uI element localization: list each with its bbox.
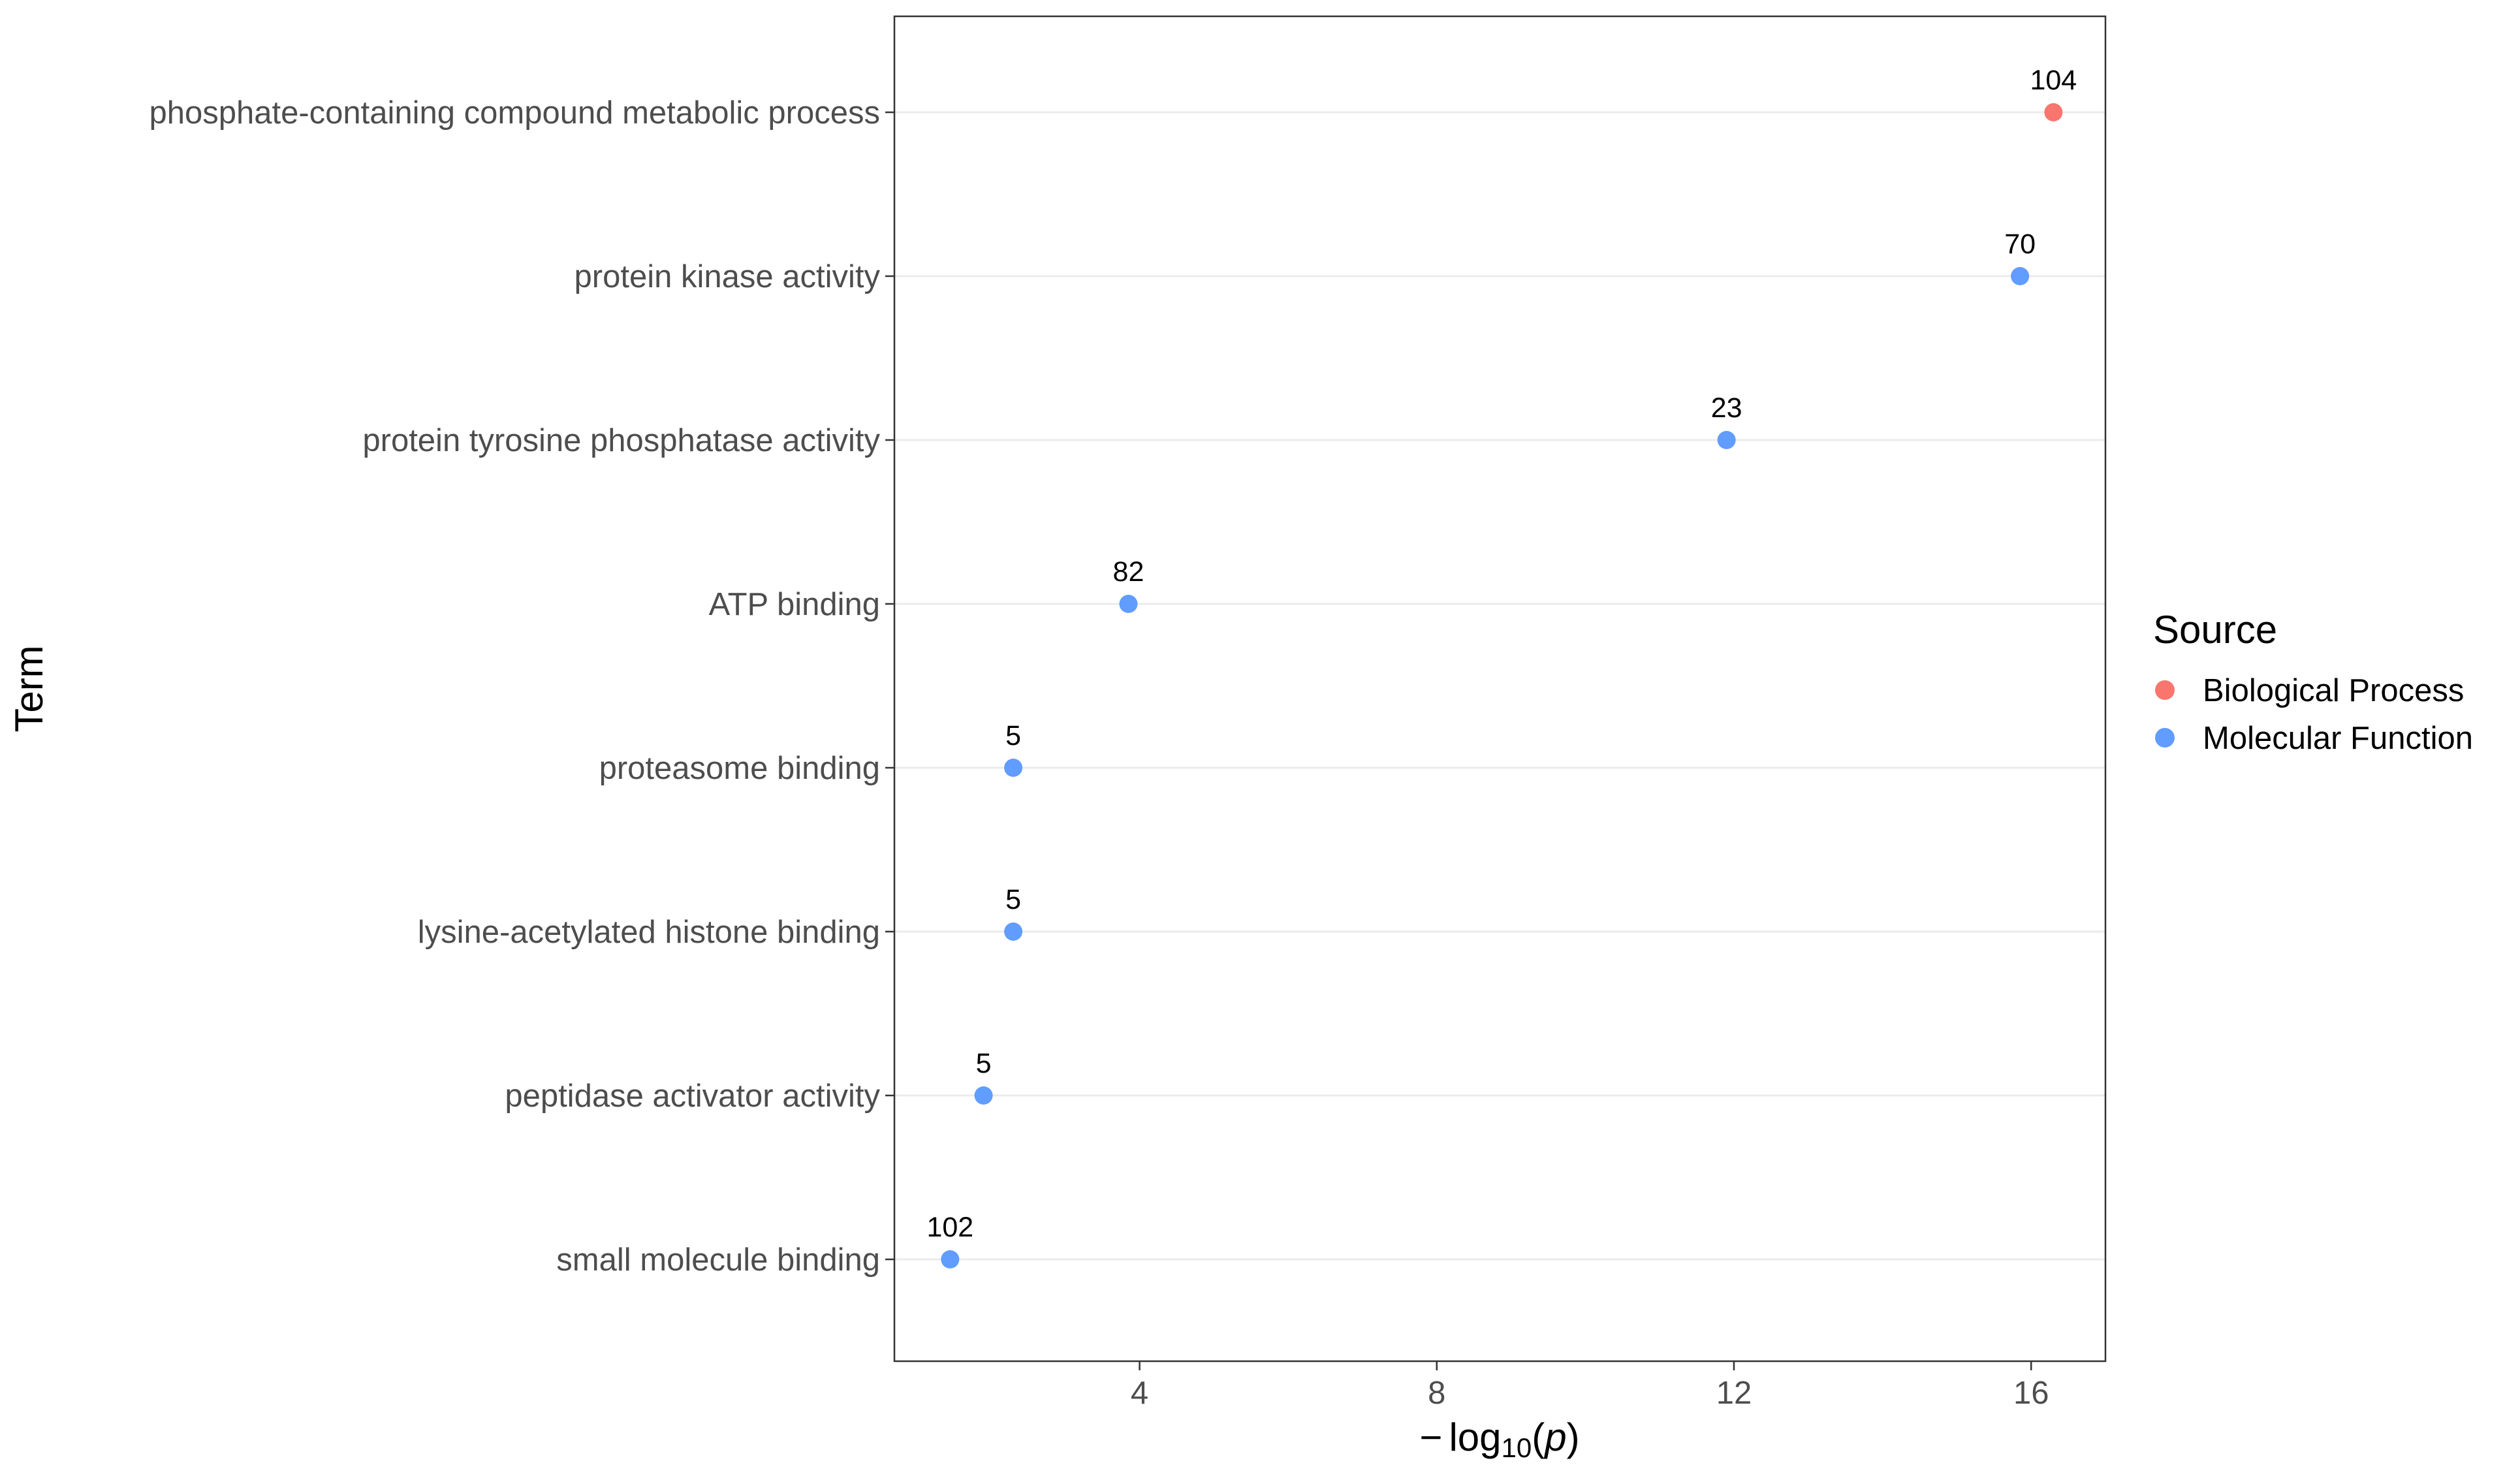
- data-point: [2011, 267, 2030, 285]
- data-label-count: 102: [926, 1212, 973, 1243]
- x-axis-title-subscript: 10: [1502, 1432, 1532, 1463]
- y-tick-label: protein tyrosine phosphatase activity: [362, 423, 880, 458]
- x-axis-ticks: 4 8 12 16: [1131, 1361, 2049, 1411]
- legend-label: Molecular Function: [2203, 721, 2473, 756]
- x-tick-label: 4: [1131, 1376, 1148, 1411]
- legend-items: Biological Process Molecular Function: [2155, 673, 2473, 756]
- legend: Source Biological Process Molecular Funct…: [2153, 608, 2473, 756]
- y-axis-ticks: phosphate-containing compound metabolic …: [149, 95, 894, 1278]
- x-axis-title: − log10(p): [1419, 1415, 1579, 1463]
- x-tick-label: 16: [2013, 1376, 2049, 1411]
- legend-title: Source: [2153, 608, 2277, 652]
- data-point: [1004, 922, 1023, 941]
- grid-lines: [894, 111, 2105, 1261]
- y-tick-label: protein kinase activity: [575, 259, 881, 294]
- data-point: [941, 1250, 960, 1268]
- data-point: [2044, 103, 2063, 121]
- x-tick-label: 8: [1428, 1376, 1445, 1411]
- y-tick-label: small molecule binding: [556, 1242, 880, 1278]
- data-label-count: 23: [1711, 392, 1742, 424]
- data-label-count: 5: [976, 1048, 992, 1079]
- data-label-count: 5: [1005, 720, 1021, 751]
- x-axis-title-func: log: [1449, 1415, 1501, 1459]
- y-axis-title: Term: [7, 645, 51, 732]
- x-axis-title-prefix: −: [1419, 1415, 1442, 1459]
- data-label-count: 70: [2004, 228, 2036, 260]
- y-tick-label: ATP binding: [709, 587, 880, 622]
- y-tick-label: peptidase activator activity: [505, 1079, 880, 1114]
- data-point: [1004, 759, 1023, 777]
- x-axis-title-arg: p: [1543, 1415, 1566, 1459]
- data-point: [1717, 431, 1736, 449]
- plot-panel-border: [893, 15, 2107, 1363]
- data-point: [974, 1086, 993, 1105]
- legend-label: Biological Process: [2203, 673, 2464, 708]
- y-tick-label: proteasome binding: [599, 751, 880, 786]
- y-tick-label: lysine-acetylated histone binding: [418, 915, 880, 950]
- y-tick-label: phosphate-containing compound metabolic …: [149, 95, 880, 131]
- x-tick-label: 12: [1716, 1376, 1752, 1411]
- data-label-count: 82: [1113, 556, 1144, 588]
- data-label-count: 5: [1005, 884, 1021, 915]
- data-point: [1119, 595, 1138, 613]
- legend-key-molecular-function: [2155, 728, 2175, 748]
- data-label-count: 104: [2030, 65, 2077, 96]
- data-points: 104 70 23 82 5 5 5 102: [926, 65, 2077, 1268]
- legend-key-biological-process: [2155, 680, 2175, 700]
